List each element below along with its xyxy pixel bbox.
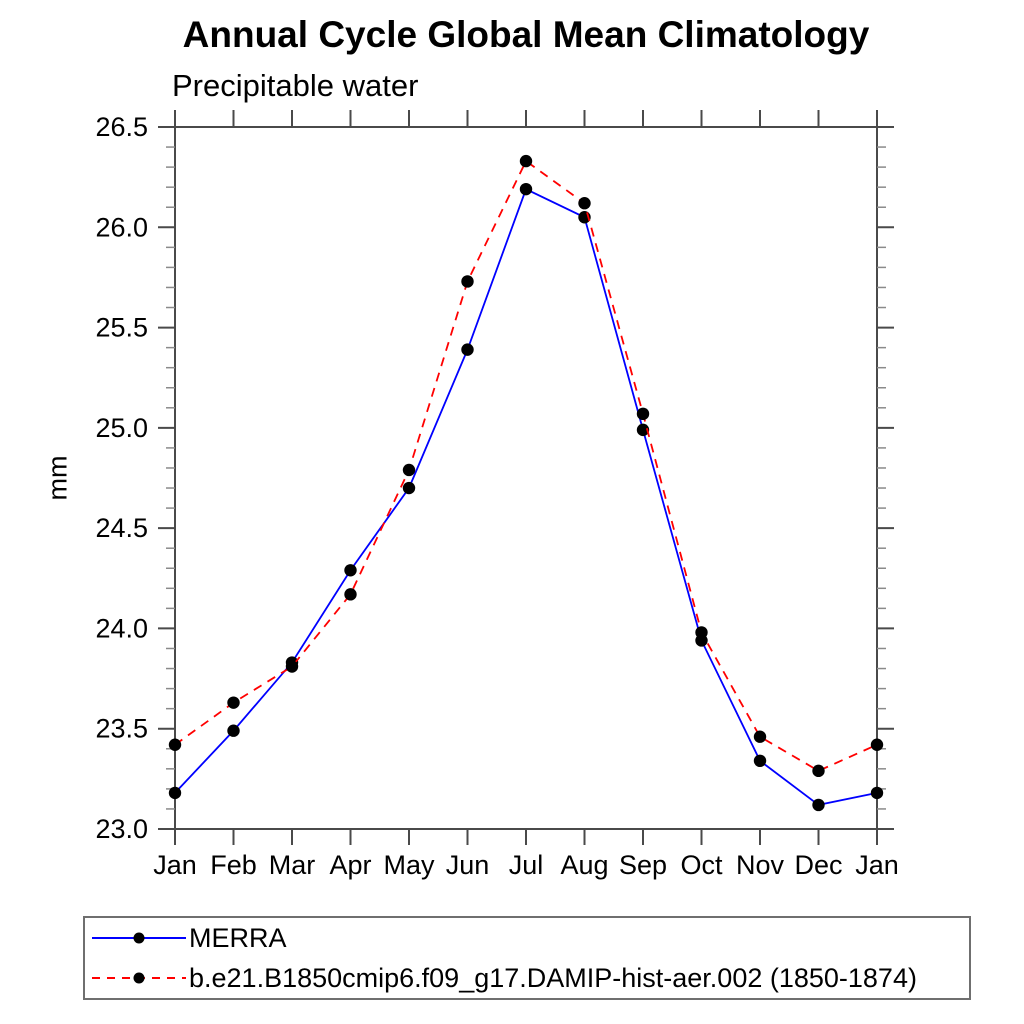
data-point-marker (168, 738, 182, 751)
svg-text:May: May (383, 850, 435, 880)
legend-box: MERRA b.e21.B1850cmip6.f09_g17.DAMIP-his… (83, 916, 971, 1000)
chart-title: Annual Cycle Global Mean Climatology (182, 14, 870, 55)
data-point-marker (636, 423, 650, 437)
svg-text:Apr: Apr (329, 850, 371, 880)
svg-text:Mar: Mar (269, 850, 316, 880)
data-point-marker (461, 343, 474, 356)
legend-label-merra: MERRA (189, 922, 287, 953)
svg-text:Jan: Jan (855, 850, 899, 880)
legend-item-merra: MERRA (85, 918, 969, 958)
svg-text:25.0: 25.0 (95, 413, 148, 443)
data-point-marker (402, 481, 416, 495)
data-point-marker (344, 564, 357, 577)
legend-label-model: b.e21.B1850cmip6.f09_g17.DAMIP-hist-aer.… (189, 962, 917, 993)
svg-text:Dec: Dec (794, 850, 842, 880)
chart-subtitle: Precipitable water (172, 68, 419, 103)
data-point-marker (519, 182, 533, 196)
svg-text:23.0: 23.0 (95, 814, 148, 844)
svg-text:Nov: Nov (736, 850, 785, 880)
svg-text:Aug: Aug (560, 850, 608, 880)
data-point-marker (168, 786, 182, 800)
legend-line-sample-dashed (92, 972, 186, 984)
svg-text:Jan: Jan (153, 850, 197, 880)
svg-text:26.0: 26.0 (95, 212, 148, 242)
legend-marker-dot (133, 972, 145, 984)
data-point-marker (812, 798, 825, 812)
legend-marker-dot (133, 932, 145, 944)
svg-text:Oct: Oct (680, 850, 723, 880)
data-point-marker (812, 764, 825, 778)
data-point-marker (870, 786, 884, 800)
svg-text:25.5: 25.5 (95, 313, 148, 343)
plot-frame (174, 126, 878, 830)
data-point-marker (461, 275, 474, 288)
legend-line-sample-solid (92, 932, 186, 944)
data-point-marker (636, 407, 650, 421)
x-axis-ticks (174, 110, 878, 845)
series-model (168, 154, 884, 778)
y-tick-labels: 23.0 23.5 24.0 24.5 25.0 25.5 26.0 26.5 (95, 112, 148, 844)
data-point-marker (753, 730, 767, 743)
legend-item-model: b.e21.B1850cmip6.f09_g17.DAMIP-hist-aer.… (85, 958, 969, 998)
data-point-marker (227, 696, 240, 709)
data-point-marker (402, 463, 416, 477)
data-point-marker (519, 154, 533, 168)
svg-text:24.0: 24.0 (95, 613, 148, 643)
svg-text:Sep: Sep (619, 850, 667, 880)
y-axis-ticks (158, 126, 894, 830)
series-line-merra (174, 187, 878, 806)
data-point-marker (344, 588, 357, 601)
svg-text:Jul: Jul (509, 850, 544, 880)
svg-text:Jun: Jun (446, 850, 490, 880)
data-point-marker (578, 197, 591, 210)
series-line-model (174, 159, 878, 772)
data-point-marker (227, 724, 240, 737)
svg-text:26.5: 26.5 (95, 112, 148, 142)
series-merra (168, 182, 884, 812)
data-point-marker (753, 754, 767, 768)
data-point-marker (870, 738, 884, 751)
data-point-marker (695, 626, 708, 639)
x-tick-labels: Jan Feb Mar Apr May Jun Jul Aug Sep Oct Nov Dec Jan (153, 850, 899, 880)
svg-text:23.5: 23.5 (95, 714, 148, 744)
data-point-marker (285, 660, 299, 673)
svg-text:24.5: 24.5 (95, 513, 148, 543)
svg-text:Feb: Feb (210, 850, 257, 880)
